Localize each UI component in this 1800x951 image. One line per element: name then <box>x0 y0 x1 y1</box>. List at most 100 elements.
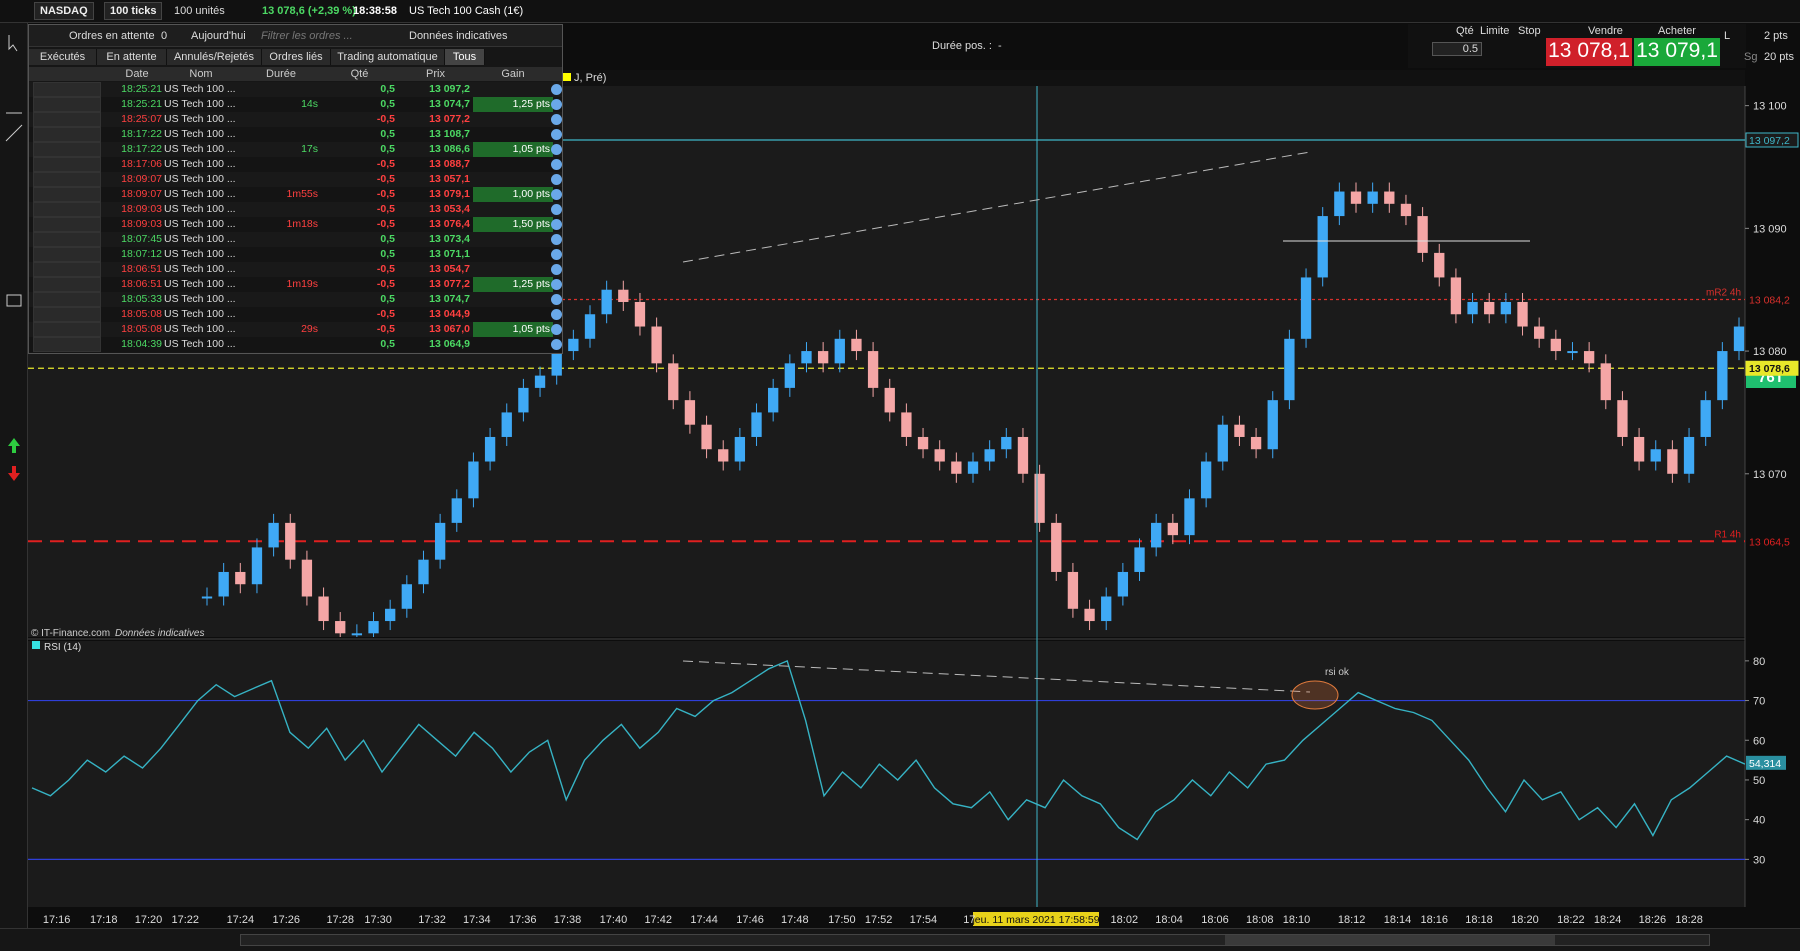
y-tick-label: 40 <box>1753 815 1765 827</box>
market-select[interactable]: NASDAQ <box>34 2 94 20</box>
order-row[interactable]: 18:17:22 US Tech 100 ... 0,5 13 108,7 <box>29 127 562 142</box>
order-row[interactable]: 18:05:08 US Tech 100 ... 29s -0,5 13 067,0 1,… <box>29 322 562 337</box>
info-icon[interactable] <box>551 159 562 170</box>
x-tick-label: 18:28 <box>1675 914 1703 926</box>
buy-button[interactable]: 13 079,1 <box>1634 38 1720 66</box>
row-icons[interactable] <box>33 112 101 127</box>
x-tick-label: 17:42 <box>644 914 672 926</box>
filter-input[interactable]: Filtrer les ordres ... <box>261 30 353 42</box>
column-header[interactable]: Date <box>109 67 165 81</box>
candle-body <box>801 351 812 364</box>
info-icon[interactable] <box>551 114 562 125</box>
row-icons[interactable] <box>33 97 101 112</box>
candle-body <box>335 621 346 634</box>
info-icon[interactable] <box>551 99 562 110</box>
info-icon[interactable] <box>551 294 562 305</box>
info-icon[interactable] <box>551 264 562 275</box>
cell-price: 13 077,2 <box>429 278 470 290</box>
text-icon[interactable] <box>6 294 22 307</box>
cell-gain: 1,05 pts <box>473 142 553 157</box>
column-header[interactable]: Qté <box>321 67 398 81</box>
order-row[interactable]: 18:09:03 US Tech 100 ... 1m18s -0,5 13 076,4… <box>29 217 562 232</box>
order-row[interactable]: 18:06:51 US Tech 100 ... 1m19s -0,5 13 077,2… <box>29 277 562 292</box>
cell-price: 13 097,2 <box>429 83 470 95</box>
period-select[interactable]: 100 ticks <box>104 2 163 20</box>
tab[interactable]: En attente <box>97 49 167 65</box>
order-row[interactable]: 18:06:51 US Tech 100 ... -0,5 13 054,7 <box>29 262 562 277</box>
row-icons[interactable] <box>33 307 101 322</box>
column-header[interactable]: Durée <box>241 67 321 81</box>
info-icon[interactable] <box>551 174 562 185</box>
row-icons[interactable] <box>33 142 101 157</box>
column-header[interactable]: Gain <box>473 67 553 81</box>
pointer-icon[interactable] <box>8 35 18 52</box>
panel-title[interactable]: Ordres en attente <box>69 30 155 42</box>
row-icons[interactable] <box>33 277 101 292</box>
row-icons[interactable] <box>33 172 101 187</box>
candle-body <box>1200 461 1212 499</box>
info-icon[interactable] <box>551 309 562 320</box>
trendline-icon[interactable] <box>5 124 23 142</box>
row-icons[interactable] <box>33 82 101 97</box>
info-icon[interactable] <box>551 129 562 140</box>
order-row[interactable]: 18:04:39 US Tech 100 ... 0,5 13 064,9 <box>29 337 562 352</box>
period-select[interactable]: Aujourd'hui <box>191 30 246 42</box>
orders-panel: Ordres en attente 0 Aujourd'hui Filtrer … <box>28 24 563 354</box>
sell-arrow-icon[interactable] <box>8 466 20 481</box>
order-row[interactable]: 18:07:12 US Tech 100 ... 0,5 13 071,1 <box>29 247 562 262</box>
info-icon[interactable] <box>551 84 562 95</box>
order-row[interactable]: 18:05:33 US Tech 100 ... 0,5 13 074,7 <box>29 292 562 307</box>
qty-input[interactable]: 0.5 <box>1432 42 1482 56</box>
tab[interactable]: Tous <box>445 49 485 65</box>
candle-body <box>1117 571 1129 597</box>
order-row[interactable]: 18:09:03 US Tech 100 ... -0,5 13 053,4 <box>29 202 562 217</box>
row-icons[interactable] <box>33 157 101 172</box>
row-icons[interactable] <box>33 262 101 277</box>
rsi-line <box>31 659 1745 841</box>
info-icon[interactable] <box>551 204 562 215</box>
row-icons[interactable] <box>33 127 101 142</box>
order-row[interactable]: 18:09:07 US Tech 100 ... 1m55s -0,5 13 079,1… <box>29 187 562 202</box>
legend-item[interactable]: J, Pré) <box>563 70 1745 86</box>
row-icons[interactable] <box>33 187 101 202</box>
column-header[interactable]: Prix <box>398 67 473 81</box>
column-header[interactable]: Nom <box>161 67 241 81</box>
row-icons[interactable] <box>33 337 101 352</box>
tab[interactable]: Ordres liés <box>262 49 331 65</box>
units-select[interactable]: 100 unités <box>174 5 225 17</box>
order-row[interactable]: 18:05:08 US Tech 100 ... -0,5 13 044,9 <box>29 307 562 322</box>
order-row[interactable]: 18:09:07 US Tech 100 ... -0,5 13 057,1 <box>29 172 562 187</box>
info-icon[interactable] <box>551 324 562 335</box>
order-row[interactable]: 18:07:45 US Tech 100 ... 0,5 13 073,4 <box>29 232 562 247</box>
tab[interactable]: Trading automatique <box>331 49 445 65</box>
info-icon[interactable] <box>551 339 562 350</box>
info-icon[interactable] <box>551 144 562 155</box>
cell-price: 13 057,1 <box>429 173 470 185</box>
row-icons[interactable] <box>33 202 101 217</box>
scroll-thumb[interactable] <box>1225 935 1555 945</box>
order-row[interactable]: 18:25:21 US Tech 100 ... 14s 0,5 13 074,7 1,2… <box>29 97 562 112</box>
row-icons[interactable] <box>33 322 101 337</box>
cell-price: 13 073,4 <box>429 233 470 245</box>
cell-price: 13 074,7 <box>429 293 470 305</box>
info-icon[interactable] <box>551 279 562 290</box>
row-icons[interactable] <box>33 247 101 262</box>
info-icon[interactable] <box>551 189 562 200</box>
row-icons[interactable] <box>33 292 101 307</box>
candle-body <box>1234 424 1245 437</box>
tab[interactable]: Exécutés <box>29 49 97 65</box>
info-icon[interactable] <box>551 249 562 260</box>
info-icon[interactable] <box>551 219 562 230</box>
info-icon[interactable] <box>551 234 562 245</box>
sell-button[interactable]: 13 078,1 <box>1546 38 1632 66</box>
buy-arrow-icon[interactable] <box>8 438 20 453</box>
row-icons[interactable] <box>33 217 101 232</box>
row-icons[interactable] <box>33 232 101 247</box>
tab[interactable]: Annulés/Rejetés <box>167 49 262 65</box>
order-row[interactable]: 18:17:06 US Tech 100 ... -0,5 13 088,7 <box>29 157 562 172</box>
order-row[interactable]: 18:25:07 US Tech 100 ... -0,5 13 077,2 <box>29 112 562 127</box>
order-row[interactable]: 18:25:21 US Tech 100 ... 0,5 13 097,2 <box>29 82 562 97</box>
candle-body <box>484 436 496 462</box>
order-row[interactable]: 18:17:22 US Tech 100 ... 17s 0,5 13 086,6 1,0… <box>29 142 562 157</box>
